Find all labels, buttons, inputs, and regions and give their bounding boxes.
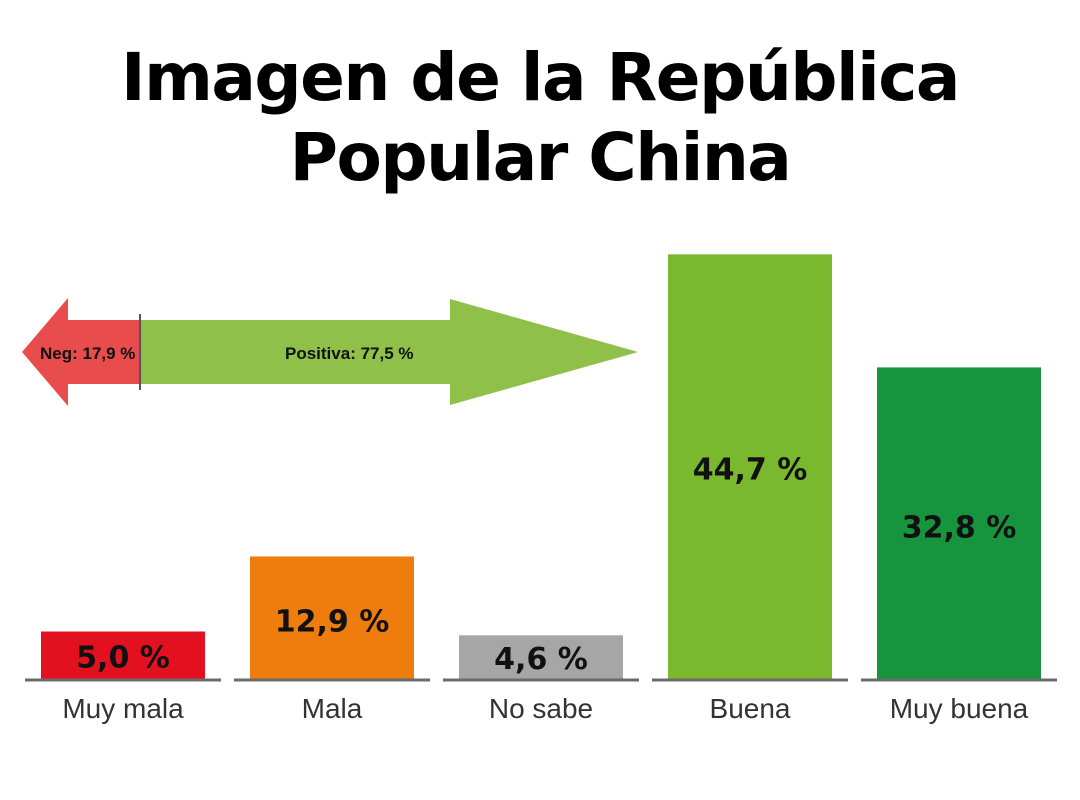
negative-label: Neg: 17,9 % — [40, 344, 135, 363]
positive-label: Positiva: 77,5 % — [285, 344, 414, 363]
category-label: Mala — [302, 693, 363, 724]
bar-mala — [250, 556, 414, 679]
value-label: 32,8 % — [902, 510, 1017, 545]
bars-group: 5,0 % Muy mala 12,9 % Mala 4,6 % No sabe 44,7 … — [25, 254, 1057, 724]
positive-arrow — [140, 299, 638, 405]
category-label: Muy mala — [62, 693, 184, 724]
bar-no-sabe — [459, 635, 623, 679]
category-label: Buena — [710, 693, 791, 724]
category-label: No sabe — [489, 693, 593, 724]
value-label: 5,0 % — [76, 640, 170, 675]
bar-muy-buena — [877, 367, 1041, 679]
category-label: Muy buena — [890, 693, 1029, 724]
value-label: 44,7 % — [693, 452, 808, 487]
value-label: 12,9 % — [275, 604, 390, 639]
chart-title: Imagen de la República Popular China — [0, 38, 1080, 198]
bar-muy-mala — [41, 631, 205, 679]
chart-title-line-1: Imagen de la República — [121, 39, 960, 116]
value-label: 4,6 % — [494, 642, 588, 677]
bar-buena — [668, 254, 832, 679]
negative-arrow — [22, 298, 140, 406]
chart-title-line-2: Popular China — [289, 119, 792, 196]
